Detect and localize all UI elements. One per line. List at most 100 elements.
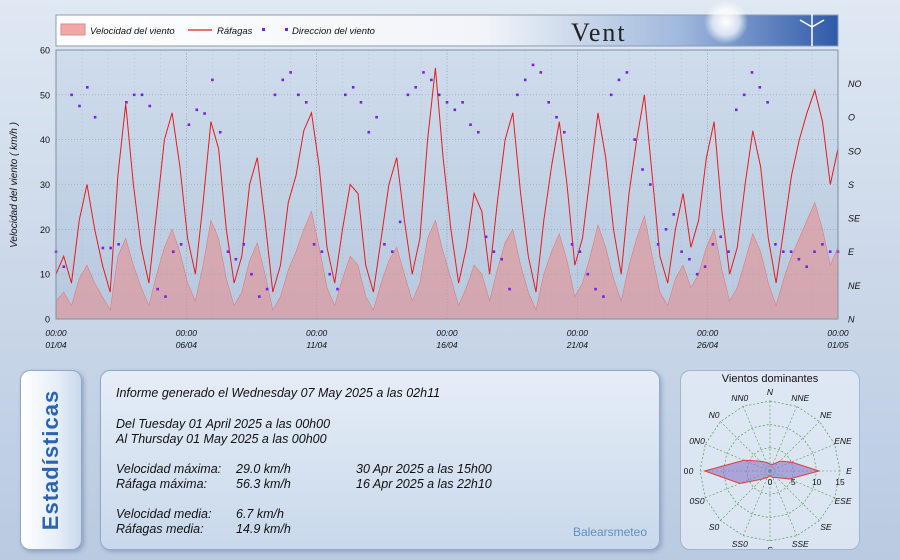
max-gust-time: 16 Apr 2025 a las 22h10 bbox=[356, 477, 492, 491]
legend-swatch-direction-2 bbox=[285, 28, 288, 31]
direction-point bbox=[203, 112, 206, 115]
rose-direction-label: S0 bbox=[709, 522, 720, 532]
y-tick-label: 60 bbox=[40, 46, 50, 56]
speed-area bbox=[55, 201, 839, 320]
gust-line bbox=[55, 67, 839, 293]
rose-data-polygon bbox=[703, 459, 821, 485]
statistics-tab[interactable]: Estadísticas bbox=[20, 370, 82, 550]
y-tick-label: 40 bbox=[40, 135, 50, 145]
direction-point bbox=[531, 63, 535, 67]
direction-point bbox=[359, 101, 363, 104]
direction-point bbox=[320, 250, 324, 253]
brand-label: Balearsmeteo bbox=[572, 525, 647, 539]
direction-point bbox=[797, 257, 801, 261]
report-period-to: Al Thursday 01 May 2025 a las 00h00 bbox=[116, 432, 327, 446]
report-generated: Informe generado el Wednesday 07 May 202… bbox=[116, 386, 441, 400]
direction-point bbox=[672, 213, 676, 216]
direction-point bbox=[492, 250, 496, 253]
direction-point bbox=[703, 265, 707, 268]
x-tick-time: 00:00 bbox=[436, 328, 458, 338]
rose-direction-label: SS0 bbox=[732, 539, 748, 549]
direction-point bbox=[758, 86, 762, 89]
direction-point bbox=[195, 108, 199, 112]
report-panel: Informe generado el Wednesday 07 May 202… bbox=[100, 370, 660, 550]
direction-point bbox=[344, 93, 347, 97]
gust-series bbox=[55, 67, 839, 293]
rose-direction-label: 0N0 bbox=[689, 436, 705, 446]
direction-point bbox=[179, 243, 183, 246]
y2-tick-label: SE bbox=[848, 214, 861, 224]
rose-ring bbox=[746, 447, 794, 495]
direction-point bbox=[391, 250, 394, 253]
avg-gust-label: Ráfagas media: bbox=[116, 522, 204, 536]
direction-point bbox=[422, 71, 425, 74]
direction-point bbox=[688, 257, 691, 261]
direction-point bbox=[719, 235, 722, 239]
wind-rose-chart: N NNE NE ENE E ESE SE SSE S SS0 S0 0S0 0 0N0 N0 NN0 0 5 10… bbox=[684, 387, 853, 549]
y2-tick-label: S bbox=[848, 180, 854, 190]
wind-rose-title: Vientos dominantes bbox=[721, 373, 819, 385]
y2-axis: N NE E SE S SO O NO bbox=[848, 79, 862, 324]
max-speed-time: 30 Apr 2025 a las 15h00 bbox=[356, 462, 492, 476]
y2-tick-label: NO bbox=[848, 79, 862, 89]
direction-point bbox=[742, 93, 746, 97]
avg-gust-value: 14.9 km/h bbox=[236, 522, 291, 536]
direction-point bbox=[336, 287, 339, 291]
x-tick-date: 06/04 bbox=[176, 340, 198, 350]
x-tick-date: 01/04 bbox=[45, 340, 67, 350]
direction-point bbox=[367, 130, 371, 134]
rose-direction-label: SE bbox=[820, 522, 832, 532]
direction-point bbox=[750, 71, 754, 74]
direction-point bbox=[766, 101, 769, 104]
direction-point bbox=[78, 104, 81, 108]
direction-point bbox=[500, 257, 503, 261]
direction-point bbox=[578, 250, 582, 253]
direction-point bbox=[563, 130, 566, 134]
y-axis-label: Velocidad del viento ( km/h ) bbox=[9, 122, 20, 248]
rose-radial-tick: 15 bbox=[835, 477, 845, 487]
rose-ring bbox=[722, 423, 818, 519]
rose-direction-label: S bbox=[767, 545, 773, 549]
direction-point bbox=[735, 108, 738, 112]
direction-series bbox=[54, 63, 840, 298]
direction-point bbox=[609, 93, 613, 97]
direction-point bbox=[789, 250, 793, 253]
direction-point bbox=[375, 115, 378, 119]
direction-point bbox=[821, 243, 824, 246]
legend-swatch-speed bbox=[60, 23, 86, 36]
direction-point bbox=[265, 287, 269, 291]
y-tick-label: 30 bbox=[40, 180, 50, 190]
direction-point bbox=[93, 115, 97, 119]
y2-tick-label: O bbox=[848, 113, 855, 123]
rose-direction-label: 0 bbox=[689, 466, 694, 476]
legend-label-direction: Direccion del viento bbox=[292, 26, 375, 37]
direction-point bbox=[523, 78, 527, 82]
legend-label-gust: Ráfagas bbox=[217, 26, 253, 37]
direction-point bbox=[484, 235, 488, 239]
y-tick-label: 0 bbox=[45, 315, 50, 325]
direction-point bbox=[633, 138, 636, 141]
direction-point bbox=[508, 287, 511, 291]
direction-point bbox=[711, 243, 715, 246]
direction-point bbox=[414, 86, 417, 89]
rose-direction-label: ESE bbox=[834, 496, 851, 506]
direction-point bbox=[656, 243, 660, 246]
rose-direction-label: NE bbox=[820, 410, 832, 420]
direction-point bbox=[782, 250, 785, 253]
x-tick-date: 01/05 bbox=[827, 340, 849, 350]
direction-point bbox=[218, 130, 222, 134]
direction-point bbox=[304, 101, 308, 104]
direction-point bbox=[117, 243, 120, 246]
direction-point bbox=[695, 272, 699, 276]
direction-point bbox=[617, 78, 621, 82]
direction-point bbox=[164, 295, 167, 298]
rose-direction-label: E bbox=[846, 466, 852, 476]
direction-point bbox=[125, 101, 128, 104]
rose-radial-tick: 10 bbox=[812, 477, 822, 487]
direction-point bbox=[469, 123, 472, 126]
x-tick-time: 00:00 bbox=[45, 328, 67, 338]
direction-point bbox=[602, 295, 605, 298]
rose-direction-label: NNE bbox=[791, 393, 809, 403]
direction-point bbox=[805, 265, 808, 268]
x-axis: 00:00 01/04 00:00 06/04 00:00 11/04 00:00 16/04… bbox=[45, 328, 849, 350]
